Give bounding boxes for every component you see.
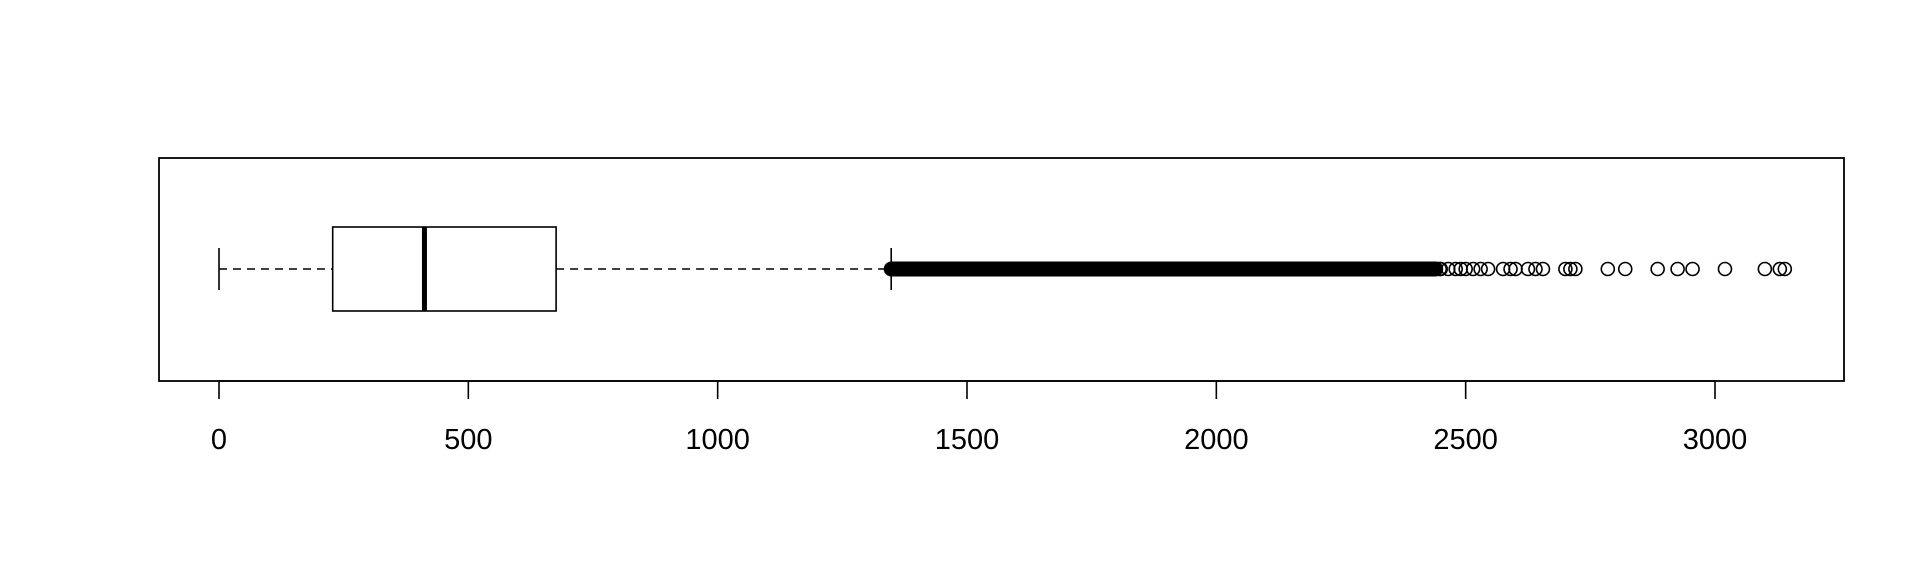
x-tick-label: 1000 — [685, 424, 750, 456]
outlier-point — [1458, 261, 1473, 277]
outlier-point — [1772, 261, 1788, 277]
outlier-point — [1465, 261, 1481, 277]
x-tick-label: 2500 — [1433, 424, 1498, 456]
outlier-point — [1563, 261, 1578, 277]
outlier-point — [1670, 261, 1685, 277]
chart-marks — [218, 226, 1793, 312]
outlier-point — [1535, 261, 1551, 277]
outlier-point — [1558, 261, 1573, 277]
outlier-point — [1568, 261, 1583, 277]
outlier-point — [1448, 261, 1463, 277]
x-tick-label: 1500 — [935, 424, 1000, 456]
outlier-point — [1495, 261, 1511, 277]
outlier-point — [1480, 261, 1496, 277]
x-tick-label: 500 — [444, 424, 492, 456]
outlier-point — [1433, 261, 1449, 277]
outlier-point — [1473, 261, 1488, 277]
outlier-point — [1685, 261, 1700, 277]
x-tick-label: 0 — [211, 424, 227, 456]
outlier-point — [1617, 261, 1633, 277]
outlier-point — [1440, 261, 1456, 277]
x-tick-label: 2000 — [1184, 424, 1249, 456]
x-tick-label: 3000 — [1683, 424, 1748, 456]
outlier-point — [1528, 261, 1543, 277]
x-axis: 0 500 1000 1500 2000 2500 3000 — [211, 380, 1748, 456]
outlier-point — [1717, 261, 1733, 277]
outlier-point — [1757, 261, 1773, 277]
outlier-point — [1520, 261, 1536, 277]
outlier-point — [1600, 261, 1616, 277]
outlier-point — [1650, 261, 1665, 277]
iqr-box — [331, 226, 557, 312]
outlier-point — [1503, 261, 1518, 277]
outlier-point — [1777, 261, 1793, 277]
